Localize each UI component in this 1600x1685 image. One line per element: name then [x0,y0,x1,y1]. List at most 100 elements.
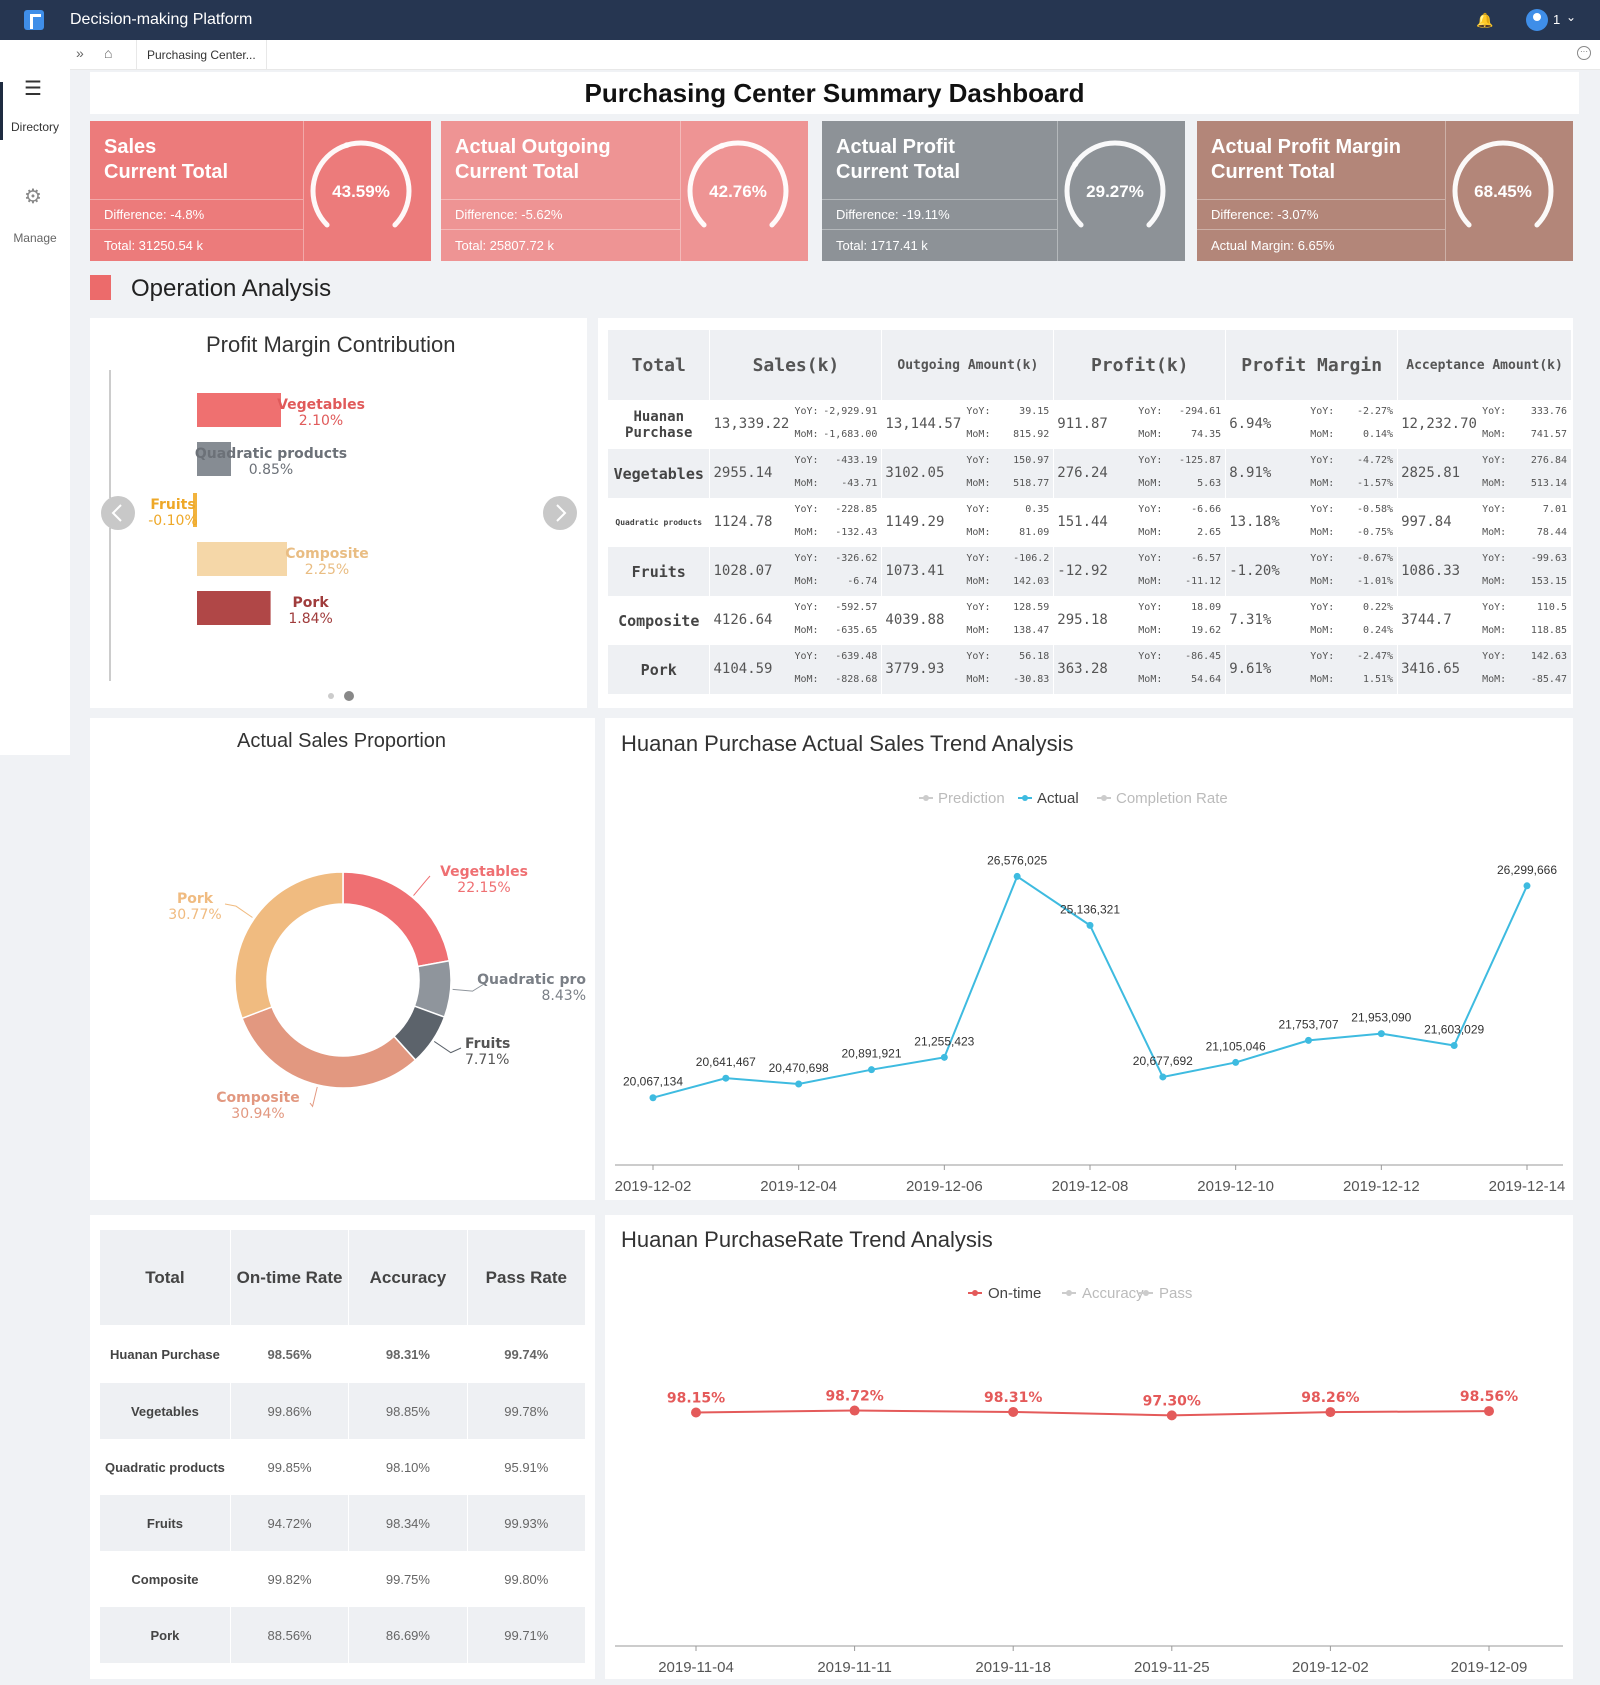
bar-vegetables[interactable] [197,393,281,427]
kpi-total: Total: 31250.54 k [104,238,204,253]
data-point[interactable] [1008,1406,1019,1417]
table-header-cell[interactable]: Outgoing Amount(k) [881,330,1055,400]
table-header-cell[interactable]: Total [608,330,711,400]
legend-item-accuracy[interactable]: Accuracy [1062,1285,1144,1302]
user-name[interactable]: 1 [1553,12,1561,27]
mom-label: MoM: [966,625,991,636]
app-logo-icon[interactable] [24,10,44,30]
table-cell: 3416.65 YoY: 142.63 MoM: -85.47 [1397,645,1572,694]
donut-slice-composite[interactable] [241,1005,417,1089]
chevron-down-icon[interactable]: ⌄ [1566,10,1577,24]
mom-value: -635.65 [835,625,878,636]
data-point[interactable] [649,1094,657,1102]
data-label: 25,136,321 [1060,902,1120,916]
yoy-value: -106.2 [1013,553,1050,564]
data-point[interactable] [1013,872,1021,880]
legend-item-prediction[interactable]: Prediction [919,790,1005,807]
data-point[interactable] [795,1080,803,1088]
kpi-card[interactable]: Actual Profit Current Total Difference: -1… [822,121,1185,261]
donut-slice-pork[interactable] [234,871,344,1020]
data-label: 21,753,707 [1278,1017,1338,1031]
data-label: 98.72% [825,1389,883,1405]
label-leader-line [452,983,485,992]
data-point[interactable] [1166,1410,1177,1421]
carousel-next-button[interactable] [543,496,577,530]
home-icon[interactable]: ⌂ [104,45,113,61]
bar-composite[interactable] [197,542,287,576]
tab-purchasing-center[interactable]: Purchasing Center... [136,40,267,70]
bar-quadratic-products[interactable] [197,442,231,476]
x-tick-label: 2019-12-09 [1451,1659,1528,1676]
data-point[interactable] [722,1074,730,1082]
yoy-label: YoY: [1138,455,1163,466]
data-point[interactable] [1159,1073,1167,1081]
data-point[interactable] [849,1405,860,1416]
table-header-cell[interactable]: Total [100,1230,231,1325]
table-header-cell[interactable]: Profit Margin [1225,330,1399,400]
carousel-dot-active[interactable] [344,691,354,701]
table-cell: 98.56% [230,1325,350,1383]
yoy-value: -326.62 [835,553,878,564]
table-cell: 86.69% [348,1607,468,1663]
row-name: Vegetables [608,449,711,498]
table-header-cell[interactable]: Sales(k) [709,330,883,400]
mom-label: MoM: [1482,429,1507,440]
chevron-right-icon [556,504,567,522]
table-cell: 99.80% [467,1551,587,1607]
kpi-card[interactable]: Actual Outgoing Current Total Difference: … [441,121,808,261]
mom-value: 54.64 [1191,674,1222,685]
mom-label: MoM: [1482,674,1507,685]
data-point[interactable] [1232,1058,1240,1066]
table-header-cell[interactable]: Accuracy [348,1230,468,1325]
mom-value: -0.75% [1356,527,1394,538]
donut-slice-vegetables[interactable] [342,871,451,968]
table-header-cell[interactable]: Pass Rate [467,1230,587,1325]
yoy-value: -433.19 [835,455,878,466]
data-point[interactable] [691,1407,701,1418]
data-label: 20,470,698 [769,1061,829,1075]
data-point[interactable] [1450,1041,1458,1049]
bar-fruits[interactable] [193,493,197,527]
kpi-card[interactable]: Actual Profit Margin Current Total Differe… [1197,121,1573,261]
cell-value: 1028.07 [713,563,773,579]
kpi-title: Actual Profit Current Total [836,135,960,185]
kpi-card[interactable]: Sales Current Total Difference: -4.8% Total… [90,121,431,261]
table-cell: 99.86% [230,1383,350,1439]
legend-label: On-time [988,1285,1041,1302]
data-point[interactable] [868,1066,875,1074]
mom-label: MoM: [1482,478,1507,489]
table-header-cell[interactable]: On-time Rate [230,1230,350,1325]
data-point[interactable] [1377,1030,1385,1038]
yoy-label: YoY: [1482,651,1507,662]
table-cell: 4039.88 YoY: 128.59 MoM: 138.47 [881,596,1055,645]
data-point[interactable] [1086,921,1094,929]
data-point[interactable] [1325,1407,1336,1418]
data-point[interactable] [1523,882,1531,890]
bar-pork[interactable] [197,591,271,625]
mom-label: MoM: [1310,478,1335,489]
mom-value: -30.83 [1013,674,1050,685]
data-point[interactable] [1305,1036,1312,1044]
carousel-prev-button[interactable] [101,496,135,530]
legend-item-pass[interactable]: Pass [1139,1285,1192,1302]
user-avatar-icon[interactable] [1526,9,1548,31]
cell-value: 8.91% [1229,465,1272,481]
cell-value: 12,232.70 [1401,416,1477,432]
table-cell: 1124.78 YoY: -228.85 MoM: -132.43 [709,498,883,547]
legend-item-actual[interactable]: Actual [1018,790,1079,807]
more-icon[interactable]: ··· [1577,46,1591,60]
legend-item-completion-rate[interactable]: Completion Rate [1097,790,1228,807]
yoy-label: YoY: [1310,651,1335,662]
data-point[interactable] [1484,1406,1494,1417]
gauge-marker [1072,161,1079,168]
yoy-value: 333.76 [1530,406,1567,417]
table-header-cell[interactable]: Acceptance Amount(k) [1397,330,1572,400]
cell-value: 1124.78 [713,514,773,530]
mom-label: MoM: [1310,674,1335,685]
expand-icon[interactable]: » [76,45,84,61]
carousel-dot[interactable] [328,693,334,699]
legend-item-on-time[interactable]: On-time [968,1285,1041,1302]
data-point[interactable] [940,1053,948,1061]
bell-icon[interactable]: 🔔 [1476,12,1494,28]
table-header-cell[interactable]: Profit(k) [1053,330,1227,400]
